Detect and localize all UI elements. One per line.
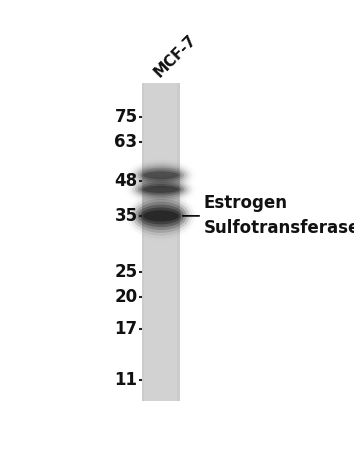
Ellipse shape	[132, 179, 189, 200]
Bar	[144, 274, 177, 280]
Ellipse shape	[135, 202, 187, 230]
Bar	[144, 190, 177, 195]
Text: 48: 48	[114, 172, 137, 190]
Bar	[144, 306, 177, 311]
Bar	[144, 369, 177, 375]
Bar	[144, 396, 177, 402]
Text: 25: 25	[114, 263, 137, 281]
Text: Sulfotransferase: Sulfotransferase	[203, 219, 354, 237]
Ellipse shape	[143, 186, 179, 193]
Ellipse shape	[143, 171, 179, 179]
Bar	[144, 147, 177, 152]
Ellipse shape	[140, 207, 181, 224]
Bar	[144, 380, 177, 386]
Bar	[144, 386, 177, 391]
Bar	[144, 179, 177, 184]
Bar	[144, 338, 177, 343]
Bar	[144, 174, 177, 179]
Bar	[144, 311, 177, 317]
Bar	[144, 296, 177, 301]
Bar	[144, 226, 177, 232]
Bar	[144, 359, 177, 364]
Bar	[144, 211, 177, 216]
Text: 35: 35	[114, 207, 137, 225]
Bar	[144, 120, 177, 126]
Bar	[144, 131, 177, 136]
Bar	[142, 84, 180, 402]
Bar	[144, 280, 177, 285]
Ellipse shape	[140, 169, 181, 181]
Bar	[144, 195, 177, 200]
Bar	[144, 205, 177, 211]
Bar	[144, 322, 177, 327]
Bar	[144, 136, 177, 142]
Ellipse shape	[130, 177, 192, 202]
Bar	[144, 110, 177, 115]
Text: 20: 20	[114, 288, 137, 306]
Bar	[144, 269, 177, 274]
Bar	[144, 242, 177, 248]
Bar	[144, 221, 177, 226]
Bar	[144, 375, 177, 380]
Bar	[144, 285, 177, 290]
Bar	[144, 343, 177, 348]
Bar	[144, 89, 177, 94]
Bar	[144, 348, 177, 354]
Bar	[144, 332, 177, 338]
Ellipse shape	[143, 210, 179, 222]
Bar	[144, 263, 177, 269]
Bar	[144, 258, 177, 263]
Bar	[144, 157, 177, 163]
Bar	[144, 184, 177, 190]
Bar	[144, 391, 177, 396]
Ellipse shape	[138, 168, 184, 183]
Ellipse shape	[140, 184, 181, 195]
Bar	[144, 354, 177, 359]
Ellipse shape	[130, 196, 192, 235]
Bar	[144, 94, 177, 99]
Bar	[144, 237, 177, 242]
Text: Estrogen: Estrogen	[203, 194, 287, 213]
Bar	[144, 290, 177, 296]
Bar	[144, 168, 177, 174]
Text: 11: 11	[115, 371, 137, 389]
Bar	[144, 142, 177, 147]
Bar	[144, 364, 177, 369]
Bar	[144, 126, 177, 131]
Bar	[144, 232, 177, 237]
Text: 75: 75	[114, 108, 137, 126]
Bar	[144, 84, 177, 89]
Text: MCF-7: MCF-7	[152, 32, 200, 80]
Bar	[144, 253, 177, 258]
Text: 63: 63	[114, 133, 137, 151]
Bar	[144, 317, 177, 322]
Bar	[143, 168, 179, 225]
Bar	[144, 105, 177, 110]
Ellipse shape	[138, 182, 184, 196]
Bar	[144, 301, 177, 306]
Bar	[144, 200, 177, 205]
Bar	[144, 115, 177, 120]
Bar	[144, 152, 177, 157]
Bar	[144, 248, 177, 253]
Ellipse shape	[132, 199, 189, 233]
Bar	[144, 216, 177, 221]
Bar	[144, 163, 177, 168]
Text: 17: 17	[114, 320, 137, 338]
Bar	[144, 327, 177, 332]
Ellipse shape	[135, 166, 187, 185]
Ellipse shape	[135, 180, 187, 198]
Ellipse shape	[132, 163, 189, 187]
Bar	[144, 99, 177, 105]
Ellipse shape	[138, 205, 184, 227]
